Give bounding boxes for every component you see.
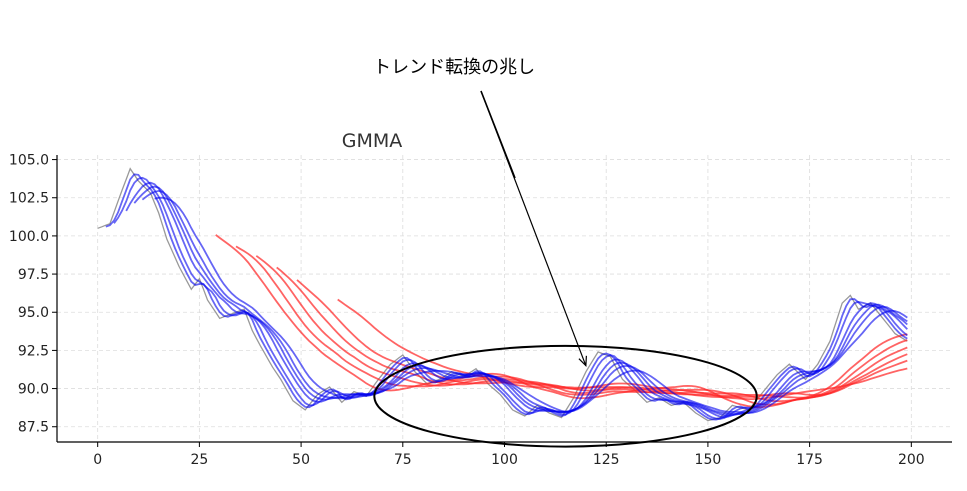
x-tick-label: 175 [796, 452, 823, 468]
short-ma-line [141, 189, 908, 415]
x-tick-label: 50 [292, 452, 310, 468]
x-tick-label: 200 [898, 452, 925, 468]
x-tick-label: 0 [93, 452, 102, 468]
x-tick-label: 75 [394, 452, 412, 468]
y-tick-label: 92.5 [18, 343, 49, 359]
x-tick-label: 100 [491, 452, 518, 468]
annotation-arrowhead [578, 355, 587, 368]
y-tick-label: 102.5 [9, 191, 49, 207]
short-ma-line [154, 196, 908, 414]
x-tick-label: 150 [695, 452, 722, 468]
y-tick-label: 90.0 [18, 382, 49, 398]
chart-title: GMMA [342, 130, 403, 152]
y-tick-label: 87.5 [18, 420, 49, 436]
highlight-ellipse [373, 344, 758, 448]
short-ma-line [133, 185, 908, 417]
long-ma-line [215, 234, 908, 409]
long-ma-line [276, 266, 908, 399]
price-line [97, 167, 908, 422]
x-tick-label: 25 [190, 452, 208, 468]
y-tick-label: 95.0 [18, 305, 49, 321]
y-tick-label: 105.0 [9, 153, 49, 169]
long-ma-line [255, 255, 908, 403]
annotation: トレンド転換の兆し [373, 57, 758, 448]
y-tick-label: 97.5 [18, 267, 49, 283]
long-ma-line [296, 279, 908, 398]
y-tick-label: 100.0 [9, 229, 49, 245]
series-layer [97, 167, 908, 422]
long-ma-line [337, 298, 908, 400]
x-tick-label: 125 [593, 452, 620, 468]
annotation-arrow-shaft [480, 90, 516, 179]
annotation-text: トレンド転換の兆し [373, 57, 535, 78]
axes: 0 25 50 75 100 125 150 175 200 87.5 90.0 92.5 95.0 97… [9, 153, 952, 468]
